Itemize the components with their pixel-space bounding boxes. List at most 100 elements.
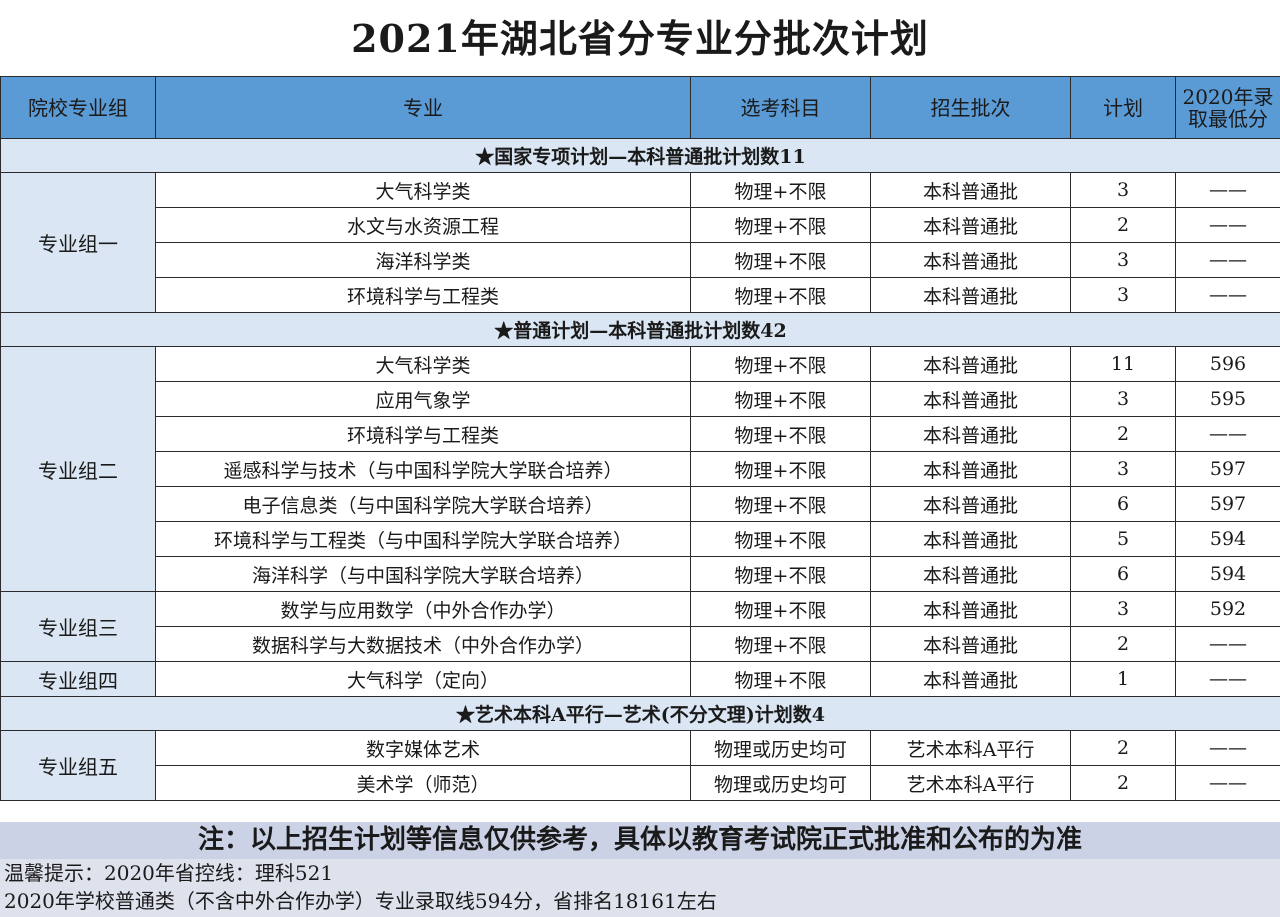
min-score-cell: 592 [1175, 591, 1280, 627]
table-row: 环境科学与工程类（与中国科学院大学联合培养） 物理+不限 本科普通批 5 594 [1, 521, 1280, 557]
major-cell: 应用气象学 [155, 381, 691, 417]
major-cell: 大气科学（定向） [155, 661, 691, 697]
enrollment-plan-table: 院校专业组 专业 选考科目 招生批次 计划 2020年录 取最低分 ★国家专项计… [0, 76, 1280, 801]
table-row: 专业组五 数字媒体艺术 物理或历史均可 艺术本科A平行 2 —— [0, 730, 1280, 801]
min-score-cell: 597 [1175, 486, 1280, 522]
plan-count-cell: 1 [1070, 661, 1176, 697]
major-cell: 遥感科学与技术（与中国科学院大学联合培养） [155, 451, 691, 487]
subject-cell: 物理+不限 [690, 242, 871, 278]
table-row: 专业组四 大气科学（定向） 物理+不限 本科普通批 1 —— [0, 661, 1280, 697]
major-cell: 海洋科学（与中国科学院大学联合培养） [155, 556, 691, 592]
batch-cell: 本科普通批 [870, 172, 1071, 208]
table-row: 环境科学与工程类 物理+不限 本科普通批 2 —— [1, 416, 1280, 452]
plan-count-cell: 3 [1070, 277, 1176, 313]
table-row: 海洋科学（与中国科学院大学联合培养） 物理+不限 本科普通批 6 594 [1, 556, 1280, 592]
subject-cell: 物理+不限 [690, 661, 871, 697]
min-score-cell: —— [1175, 626, 1280, 662]
table-header-row: 院校专业组 专业 选考科目 招生批次 计划 2020年录 取最低分 [0, 76, 1280, 139]
batch-cell: 本科普通批 [870, 591, 1071, 627]
header-group: 院校专业组 [0, 76, 156, 139]
plan-count-cell: 11 [1070, 346, 1176, 382]
batch-cell: 本科普通批 [870, 486, 1071, 522]
table-row: 海洋科学类 物理+不限 本科普通批 3 —— [1, 242, 1280, 278]
major-cell: 环境科学与工程类（与中国科学院大学联合培养） [155, 521, 691, 557]
batch-cell: 本科普通批 [870, 626, 1071, 662]
subject-cell: 物理+不限 [690, 416, 871, 452]
group-name-cell: 专业组三 [0, 591, 156, 662]
table-row: 专业组三 数学与应用数学（中外合作办学） 物理+不限 本科普通批 3 592 [0, 591, 1280, 662]
subject-cell: 物理+不限 [690, 346, 871, 382]
table-row: 美术学（师范） 物理或历史均可 艺术本科A平行 2 —— [1, 765, 1280, 801]
group-name-cell: 专业组一 [0, 172, 156, 313]
min-score-cell: 597 [1175, 451, 1280, 487]
header-min-score-line2: 取最低分 [1188, 106, 1268, 131]
plan-count-cell: 6 [1070, 486, 1176, 522]
table-row: 应用气象学 物理+不限 本科普通批 3 595 [1, 381, 1280, 417]
min-score-cell: —— [1175, 242, 1280, 278]
batch-cell: 本科普通批 [870, 346, 1071, 382]
section-row: ★普通计划—本科普通批计划数42 [0, 312, 1280, 347]
plan-count-cell: 3 [1070, 451, 1176, 487]
min-score-cell: —— [1175, 765, 1280, 801]
table-row: 数据科学与大数据技术（中外合作办学） 物理+不限 本科普通批 2 —— [1, 626, 1280, 662]
subject-cell: 物理+不限 [690, 486, 871, 522]
plan-count-cell: 2 [1070, 730, 1176, 766]
batch-cell: 本科普通批 [870, 242, 1071, 278]
major-cell: 美术学（师范） [155, 765, 691, 801]
plan-count-cell: 3 [1070, 242, 1176, 278]
min-score-cell: —— [1175, 416, 1280, 452]
plan-count-cell: 3 [1070, 591, 1176, 627]
subject-cell: 物理+不限 [690, 277, 871, 313]
plan-count-cell: 3 [1070, 381, 1176, 417]
major-cell: 数字媒体艺术 [155, 730, 691, 766]
major-cell: 数学与应用数学（中外合作办学） [155, 591, 691, 627]
min-score-cell: —— [1175, 172, 1280, 208]
batch-cell: 本科普通批 [870, 556, 1071, 592]
min-score-cell: 594 [1175, 521, 1280, 557]
major-cell: 海洋科学类 [155, 242, 691, 278]
table-row: 环境科学与工程类 物理+不限 本科普通批 3 —— [1, 277, 1280, 313]
subject-cell: 物理+不限 [690, 591, 871, 627]
table-row: 遥感科学与技术（与中国科学院大学联合培养） 物理+不限 本科普通批 3 597 [1, 451, 1280, 487]
header-major: 专业 [155, 76, 691, 139]
batch-cell: 本科普通批 [870, 207, 1071, 243]
subject-cell: 物理或历史均可 [690, 730, 871, 766]
major-cell: 大气科学类 [155, 346, 691, 382]
batch-cell: 本科普通批 [870, 521, 1071, 557]
subject-cell: 物理+不限 [690, 521, 871, 557]
table-row: 电子信息类（与中国科学院大学联合培养） 物理+不限 本科普通批 6 597 [1, 486, 1280, 522]
subject-cell: 物理+不限 [690, 207, 871, 243]
subject-cell: 物理+不限 [690, 172, 871, 208]
min-score-cell: 596 [1175, 346, 1280, 382]
batch-cell: 本科普通批 [870, 277, 1071, 313]
subject-cell: 物理+不限 [690, 556, 871, 592]
section-heading: ★国家专项计划—本科普通批计划数11 [0, 138, 1280, 173]
subject-cell: 物理+不限 [690, 626, 871, 662]
subject-cell: 物理或历史均可 [690, 765, 871, 801]
min-score-cell: 594 [1175, 556, 1280, 592]
batch-cell: 艺术本科A平行 [870, 730, 1071, 766]
plan-count-cell: 2 [1070, 416, 1176, 452]
section-row: ★国家专项计划—本科普通批计划数11 [0, 138, 1280, 173]
table-row: 专业组一 大气科学类 物理+不限 本科普通批 3 —— [0, 172, 1280, 313]
min-score-cell: —— [1175, 661, 1280, 697]
batch-cell: 本科普通批 [870, 661, 1071, 697]
min-score-cell: —— [1175, 207, 1280, 243]
plan-count-cell: 3 [1070, 172, 1176, 208]
major-cell: 环境科学与工程类 [155, 277, 691, 313]
table-row: 专业组二 大气科学类 物理+不限 本科普通批 11 596 [0, 346, 1280, 592]
table-body: ★国家专项计划—本科普通批计划数11 专业组一 大气科学类 物理+不限 本科普通批 3 ——… [0, 138, 1280, 801]
batch-cell: 本科普通批 [870, 381, 1071, 417]
section-heading: ★普通计划—本科普通批计划数42 [0, 312, 1280, 347]
plan-count-cell: 5 [1070, 521, 1176, 557]
tips-box: 温馨提示：2020年省控线：理科521 2020年学校普通类（不含中外合作办学）… [0, 859, 1280, 917]
tip-line-1: 温馨提示：2020年省控线：理科521 [4, 861, 334, 885]
major-cell: 大气科学类 [155, 172, 691, 208]
plan-count-cell: 6 [1070, 556, 1176, 592]
min-score-cell: 595 [1175, 381, 1280, 417]
section-row: ★艺术本科A平行—艺术(不分文理)计划数4 [0, 696, 1280, 731]
header-subject: 选考科目 [690, 76, 871, 139]
disclaimer-note: 注：以上招生计划等信息仅供参考，具体以教育考试院正式批准和公布的为准 [0, 822, 1280, 859]
min-score-cell: —— [1175, 730, 1280, 766]
